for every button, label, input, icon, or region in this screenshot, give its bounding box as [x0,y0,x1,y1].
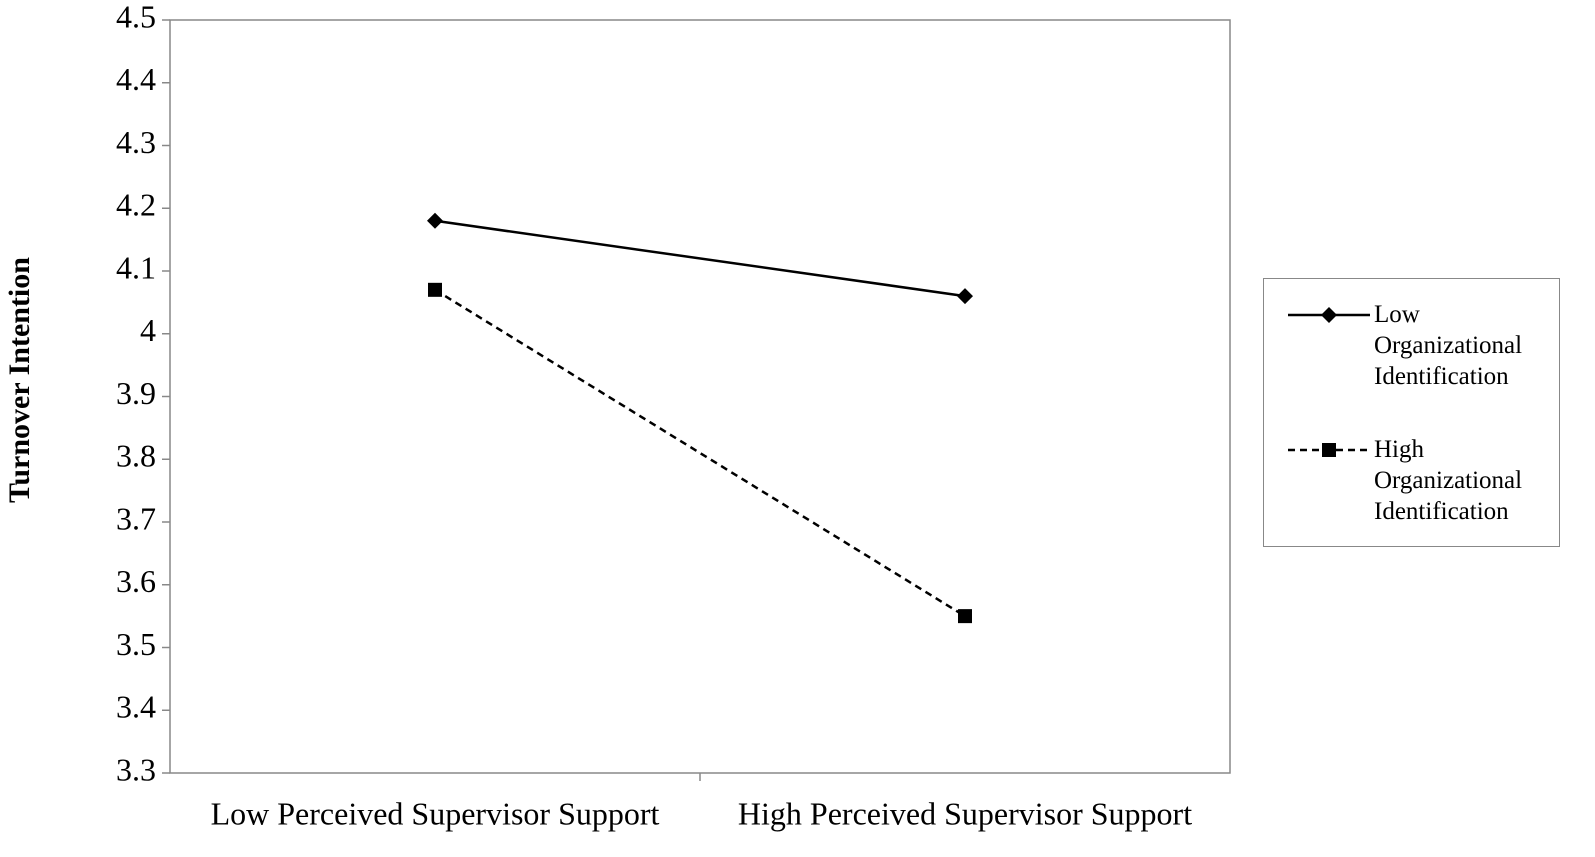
y-tick-label: 4.1 [116,249,156,285]
legend-marker [1321,307,1337,323]
y-tick-label: 4.5 [116,0,156,34]
y-tick-label: 4.3 [116,124,156,160]
x-tick-label: Low Perceived Supervisor Support [211,795,660,831]
legend-item: Low Organizational Identification [1284,299,1554,392]
y-tick-label: 3.7 [116,500,156,536]
x-tick-label: High Perceived Supervisor Support [738,795,1192,831]
series-line [434,288,966,618]
y-tick-label: 3.8 [116,438,156,474]
y-tick-label: 4.2 [116,187,156,223]
legend-item: High Organizational Identification [1284,434,1554,527]
plot-frame [169,19,1231,774]
marker [957,288,973,305]
legend-marker [1322,443,1336,457]
y-tick-label: 3.6 [116,563,156,599]
y-tick-label: 3.5 [116,626,156,662]
legend-label: Low Organizational Identification [1374,301,1523,390]
y-tick-label: 4 [140,312,156,348]
marker [427,212,443,229]
y-tick-label: 3.3 [116,751,156,787]
series-line [434,219,966,298]
y-tick-label: 3.4 [116,689,156,725]
marker [428,282,442,297]
legend: Low Organizational Identification High Or… [1263,278,1560,547]
y-axis-label: Turnover Intention [3,257,36,503]
y-tick-label: 4.4 [116,61,156,97]
legend-icon [1288,307,1370,323]
y-tick-label: 3.9 [116,375,156,411]
marker [958,609,972,624]
legend-label: High Organizational Identification [1374,436,1523,525]
legend-icon [1288,443,1370,457]
